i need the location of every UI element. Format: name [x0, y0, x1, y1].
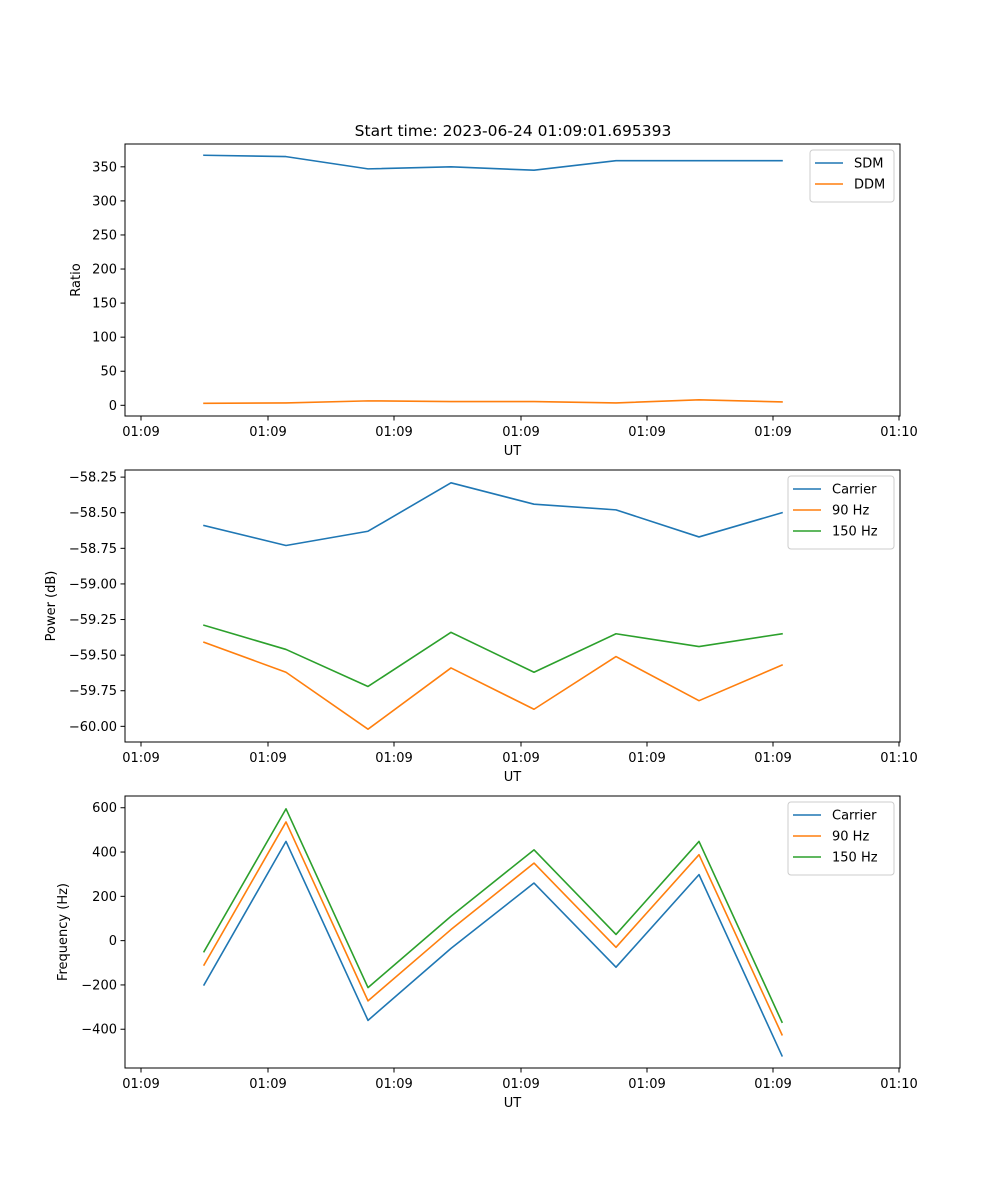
panel-2-y-tick-label-6: −58.75 — [69, 542, 117, 557]
panel-1-x-tick-label-3: 01:09 — [375, 425, 412, 440]
panel-3-y-axis-label: Frequency (Hz) — [56, 883, 71, 981]
panel-2-series-1-line — [203, 482, 783, 547]
panel-2-y-tick-label-5: −59.00 — [69, 577, 117, 592]
panel-3-y-tick-label-4: 200 — [92, 890, 117, 905]
panel-3-series-2-line — [202, 821, 784, 1036]
panel-3-series-1-line — [202, 840, 784, 1057]
panel-1-legend: SDM DDM — [809, 149, 895, 203]
panel-3-x-tick-label-5: 01:09 — [628, 1077, 665, 1092]
panel-1-y-tick-label-1: 0 — [109, 399, 117, 414]
panel-3-x-tick-label-7: 01:10 — [880, 1077, 917, 1092]
panel-3-y-tick-label-5: 400 — [92, 846, 117, 861]
panel-3-x-tick-label-2: 01:09 — [249, 1077, 286, 1092]
panel-1-y-axis-label: Ratio — [69, 263, 84, 296]
panel-1-y-tick-label-2: 50 — [100, 365, 117, 380]
panel-2-x-tick-label-1: 01:09 — [122, 751, 159, 766]
panel-3-x-tick-label-3: 01:09 — [375, 1077, 412, 1092]
panel-2-x-tick-label-7: 01:10 — [880, 751, 917, 766]
panel-3-y-tick-label-1: −400 — [81, 1023, 117, 1038]
panel-1-axes-frame — [124, 143, 901, 417]
panel-1-y-tick-label-8: 350 — [92, 160, 117, 175]
panel-2-series-2-line — [202, 641, 784, 730]
panel-1-series-2-line — [203, 399, 783, 405]
panel-2-x-tick-label-5: 01:09 — [628, 751, 665, 766]
panel-1-x-tick-label-4: 01:09 — [502, 425, 539, 440]
panel-1-x-tick-label-1: 01:09 — [122, 425, 159, 440]
panel-2-x-tick-label-2: 01:09 — [249, 751, 286, 766]
panel-2-x-tick-label-6: 01:09 — [754, 751, 791, 766]
panel-2: 01:09 01:09 01:09 01:09 01:09 01:09 01:10 −60.0… — [44, 469, 918, 785]
panel-2-series-3-line — [203, 624, 783, 688]
panel-3-x-axis-label: UT — [504, 1096, 522, 1111]
panel-1-legend-label-2: DDM — [854, 178, 885, 193]
panel-1-x-axis-label: UT — [504, 444, 522, 459]
panel-3: 01:09 01:09 01:09 01:09 01:09 01:09 01:10 −400 −… — [56, 795, 918, 1111]
panel-3-x-tick-label-1: 01:09 — [122, 1077, 159, 1092]
panel-1-y-tick-label-3: 100 — [92, 331, 117, 346]
panel-2-y-tick-label-2: −59.75 — [69, 684, 117, 699]
panel-3-legend: Carrier 90 Hz 150 Hz — [787, 801, 895, 876]
panel-1: 01:09 01:09 01:09 01:09 01:09 01:09 01:10 0 50 10… — [69, 143, 918, 459]
panel-2-x-tick-label-3: 01:09 — [375, 751, 412, 766]
panel-1-x-tick-label-2: 01:09 — [249, 425, 286, 440]
panel-1-legend-label-1: SDM — [854, 157, 883, 172]
panel-1-x-tick-label-6: 01:09 — [754, 425, 791, 440]
panel-2-axes-frame — [124, 469, 901, 743]
panel-2-x-tick-label-4: 01:09 — [502, 751, 539, 766]
panel-3-legend-label-1: Carrier — [832, 809, 877, 824]
panel-2-legend-label-1: Carrier — [832, 483, 877, 498]
panel-2-y-tick-label-4: −59.25 — [69, 613, 117, 628]
panel-3-y-tick-label-2: −200 — [81, 978, 117, 993]
panel-3-axes-frame — [124, 795, 901, 1069]
panel-1-y-tick-label-4: 150 — [92, 297, 117, 312]
panel-2-x-axis-label: UT — [504, 770, 522, 785]
panel-2-legend-label-3: 150 Hz — [832, 525, 878, 540]
panel-1-series-1-line — [203, 154, 783, 172]
panel-3-legend-label-3: 150 Hz — [832, 851, 878, 866]
panel-3-x-tick-label-4: 01:09 — [502, 1077, 539, 1092]
panel-3-y-tick-label-6: 600 — [92, 801, 117, 816]
panel-2-legend: Carrier 90 Hz 150 Hz — [787, 475, 895, 550]
figure-title: Start time: 2023-06-24 01:09:01.695393 — [355, 122, 672, 140]
panel-1-y-tick-label-5: 200 — [92, 263, 117, 278]
panel-1-x-tick-label-7: 01:10 — [880, 425, 917, 440]
panel-2-y-axis-label: Power (dB) — [44, 571, 59, 642]
panel-3-x-tick-label-6: 01:09 — [754, 1077, 791, 1092]
panel-2-y-tick-label-3: −59.50 — [69, 649, 117, 664]
panel-2-y-tick-label-7: −58.50 — [69, 506, 117, 521]
panel-3-series-3-line — [202, 808, 784, 1024]
panel-1-y-tick-label-6: 250 — [92, 228, 117, 243]
panel-1-y-tick-label-7: 300 — [92, 194, 117, 209]
panel-3-legend-label-2: 90 Hz — [832, 830, 869, 845]
panel-3-y-tick-label-3: 0 — [109, 934, 117, 949]
panel-1-x-tick-label-5: 01:09 — [628, 425, 665, 440]
chart-panels: 01:09 01:09 01:09 01:09 01:09 01:09 01:10 0 50 10… — [44, 143, 918, 1111]
panel-2-y-tick-label-8: −58.25 — [69, 471, 117, 486]
panel-2-y-tick-label-1: −60.00 — [69, 720, 117, 735]
panel-2-legend-label-2: 90 Hz — [832, 504, 869, 519]
